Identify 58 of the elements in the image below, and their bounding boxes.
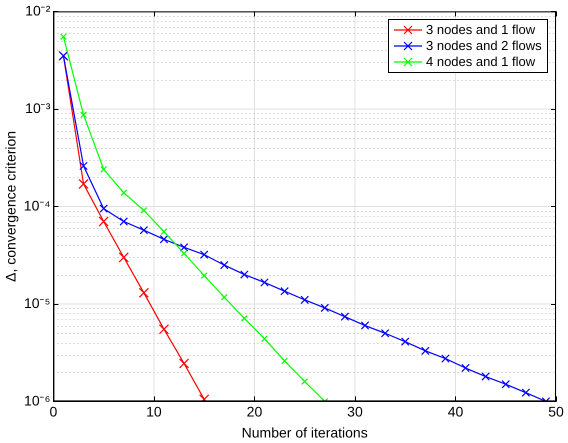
point (441, 354, 450, 363)
x-axis-title: Number of iterations (242, 424, 368, 440)
point (400, 337, 410, 346)
y-tick-label: 10⁻² (25, 2, 51, 18)
point (118, 252, 129, 263)
point (98, 216, 109, 227)
x-tick-label: 30 (347, 404, 363, 420)
point (522, 388, 530, 397)
point (200, 272, 208, 280)
point (99, 204, 108, 213)
y-axis-title: Δ, convergence criterion (2, 130, 18, 282)
legend-label: 4 nodes and 1 flow (426, 54, 536, 70)
point (261, 335, 268, 342)
point (200, 250, 208, 259)
point (240, 270, 249, 279)
point (220, 260, 229, 270)
point (100, 166, 108, 173)
point (320, 304, 330, 312)
point (301, 378, 308, 385)
point (78, 178, 89, 190)
point (220, 294, 228, 301)
point (340, 312, 350, 321)
x-tick-label: 20 (246, 404, 262, 420)
point (180, 250, 188, 257)
x-tick-label: 0 (49, 404, 58, 420)
point (481, 372, 490, 381)
point (360, 321, 370, 330)
point (138, 288, 149, 298)
point (158, 324, 170, 334)
point (60, 33, 67, 40)
point (421, 346, 430, 356)
y-tick-label: 10⁻⁴ (24, 197, 50, 214)
y-tick-label: 10⁻⁵ (24, 294, 50, 311)
x-tick-label: 10 (146, 404, 162, 420)
point (281, 358, 288, 364)
point (80, 111, 87, 118)
point (120, 189, 128, 196)
point (140, 226, 148, 234)
point (119, 217, 128, 226)
x-tick-label: 50 (548, 404, 564, 420)
point (79, 162, 88, 170)
point (260, 278, 269, 287)
y-tick-label: 10⁻³ (25, 100, 51, 116)
point (280, 286, 289, 296)
point (380, 328, 390, 338)
legend-label: 3 nodes and 2 flows (426, 38, 542, 54)
legend-label: 3 nodes and 1 flow (426, 22, 536, 38)
point (178, 358, 190, 369)
point (160, 228, 168, 236)
point (300, 296, 309, 304)
y-tick-label: 10⁻⁶ (24, 392, 50, 408)
point (240, 314, 248, 322)
x-tick-label: 40 (448, 404, 464, 420)
point (160, 235, 168, 244)
point (461, 364, 470, 372)
point (501, 380, 510, 389)
point (180, 243, 188, 252)
point (140, 206, 148, 214)
